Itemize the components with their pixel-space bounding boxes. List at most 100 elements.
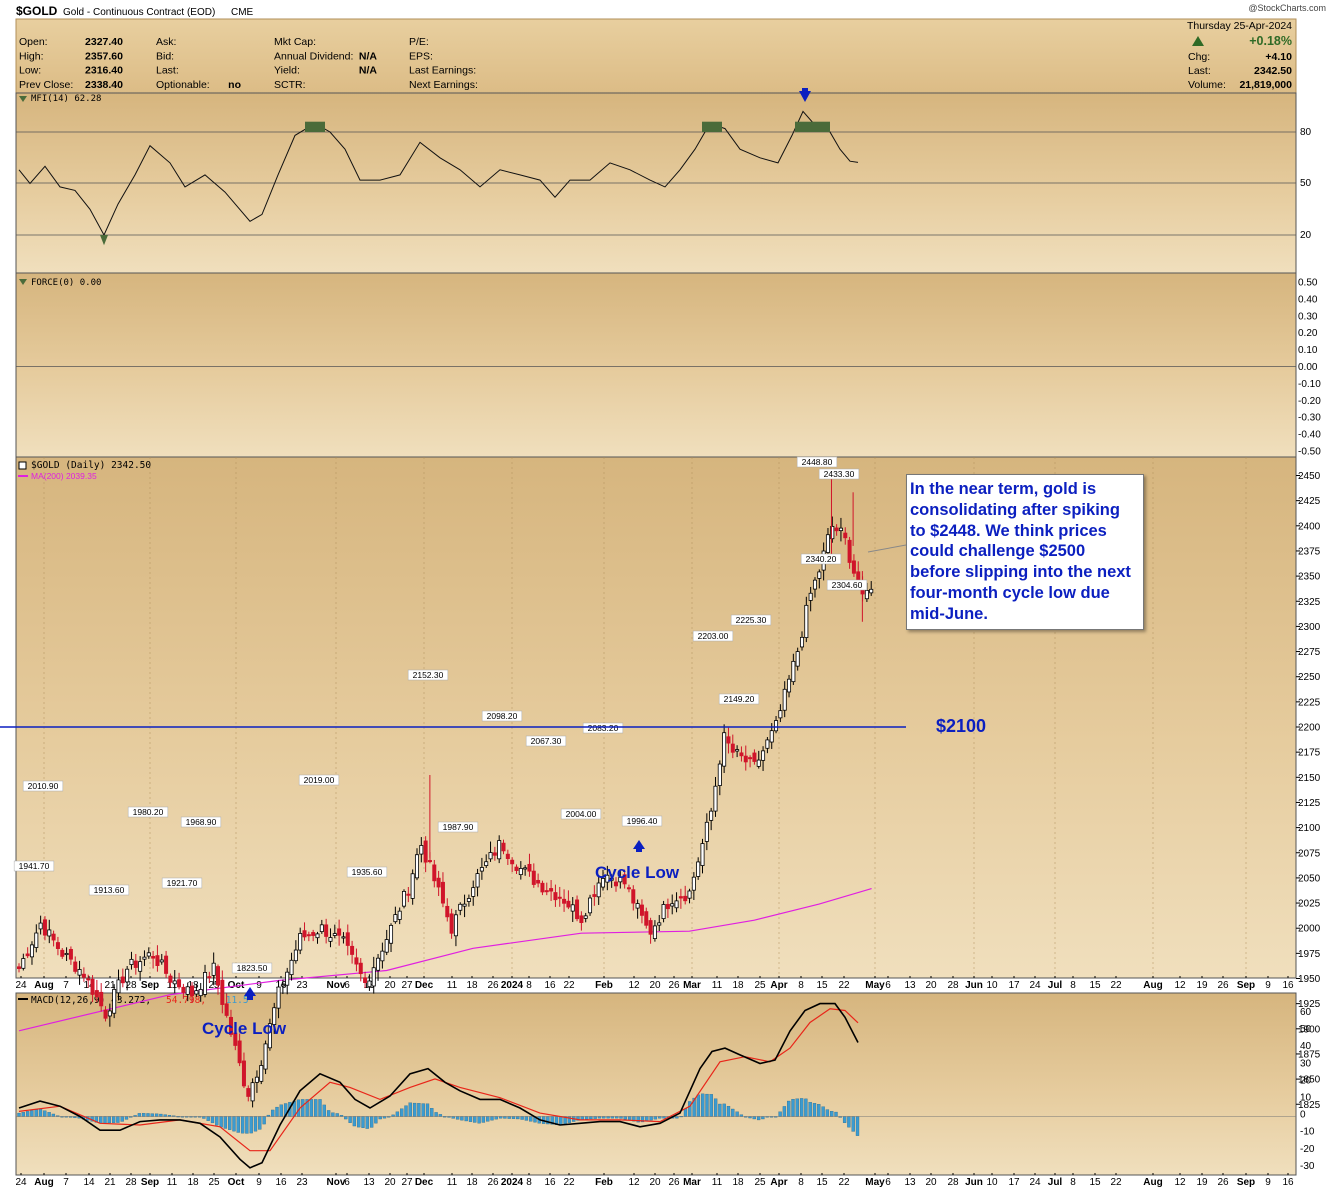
macd-histogram-bar [378,1116,382,1120]
price-tick-label: 2250 [1298,672,1321,683]
x-axis-label: 23 [296,1177,308,1188]
candle-body [505,853,510,859]
candle-body [159,959,164,963]
force-tick-label: 0.50 [1298,278,1318,289]
macd-tick-label: 50 [1300,1024,1312,1035]
x-axis-label: 22 [838,1177,850,1188]
x-axis-label: 13 [363,1177,375,1188]
x-axis-label: 22 [838,980,850,991]
macd-histogram-bar [778,1111,782,1117]
candle-body [55,942,60,949]
macd-histogram-bar [38,1108,43,1117]
stat-label: Annual Dividend: [274,50,353,62]
macd-histogram-bar [696,1094,701,1117]
x-axis-label: 11 [167,980,178,991]
candle-body [393,914,398,923]
candle-body [851,560,856,574]
price-label-box [231,962,273,974]
stat-label: P/E: [409,36,429,48]
candle-body [670,903,675,907]
macd-histogram-bar [791,1098,795,1117]
candle-body [488,852,493,860]
macd-histogram-bar [253,1116,258,1132]
price-label: 1980.20 [133,807,164,817]
candle-body [276,986,281,1009]
x-axis-label: 28 [947,980,959,991]
price-label-box [88,884,130,896]
macd-histogram-bar [756,1116,761,1121]
macd-histogram-bar [150,1113,154,1117]
candle-body [164,955,169,974]
x-axis-label: Feb [595,1177,613,1188]
level-2100-label: $2100 [936,716,986,736]
x-axis-label: 11 [447,980,458,991]
x-axis-label: Sep [141,1177,159,1188]
price-tick-label: 2325 [1298,597,1321,608]
candle-body [661,904,666,920]
candle-body [583,915,588,919]
price-tick-label: 1975 [1298,949,1321,960]
x-axis-label: 16 [1282,980,1294,991]
candle-body [194,990,199,995]
force-label: FORCE(0) 0.00 [31,278,101,288]
x-axis-label: 10 [986,1177,998,1188]
macd-histogram-bar [331,1112,335,1117]
candle-body [588,897,593,914]
macd-histogram-bar [43,1110,47,1117]
x-axis-label: 13 [904,980,916,991]
candle-body [94,990,99,998]
change-percent: +0.18% [1249,34,1292,48]
macd-histogram-bar [430,1108,434,1117]
candle-body [371,967,376,987]
stat-label: Low: [19,65,41,77]
mfi-overbought-fill [702,121,722,132]
candle-body [285,971,290,986]
candle-body [120,976,125,984]
price-tick-label: 2225 [1298,697,1321,708]
macd-histogram-bar [782,1106,787,1117]
candle-body [397,910,402,920]
candle-body [449,913,454,934]
grid [16,131,1296,978]
price-label-box [180,816,222,828]
stat-label: Last Earnings: [409,65,476,77]
macd-histogram-bar [228,1116,232,1130]
candle-body [25,953,30,957]
candle-body [440,881,445,904]
macd-histogram-bar [460,1116,464,1121]
price-tick-label: 1850 [1298,1075,1321,1086]
mfi-tick-label: 20 [1300,230,1312,241]
candle-body [263,1043,268,1070]
x-axis-label: 9 [256,1177,262,1188]
x-axis-label: Dec [415,1177,434,1188]
candle-body [133,960,138,968]
force-tick-label: 0.30 [1298,311,1318,322]
macd-histogram-bar [580,1116,584,1120]
x-axis-label: Jun [965,980,983,991]
price-tick-label: 2025 [1298,899,1321,910]
x-axis-label: Mar [683,1177,701,1188]
macd-hist-label: -11.5 [220,995,249,1006]
stat-label: Ask: [156,36,176,48]
cycle-low-label-oct: Cycle Low [202,1019,287,1038]
macd-histogram-bar [210,1116,215,1124]
candle-body [540,882,545,893]
candle-body [830,526,835,540]
macd-histogram-bar [159,1113,163,1117]
x-axis-label: 11 [447,1177,458,1188]
candle-body [103,1009,108,1019]
note-pointer [867,544,907,553]
candle-body [458,903,463,911]
price-tick-label: 2450 [1298,471,1321,482]
macd-label: MACD(12,26,9) 43.272, [31,995,151,1006]
macd-tick-label: 40 [1300,1041,1312,1052]
price-tick-label: 2350 [1298,572,1321,583]
price-label-box [22,780,64,792]
x-axis-label: 12 [1174,1177,1186,1188]
candle-body [549,888,554,892]
mfi-overbought-fill [305,121,325,132]
candle-body [233,1032,238,1046]
macd-tick-label: -30 [1300,1161,1315,1172]
macd-histogram-bar [425,1103,430,1117]
